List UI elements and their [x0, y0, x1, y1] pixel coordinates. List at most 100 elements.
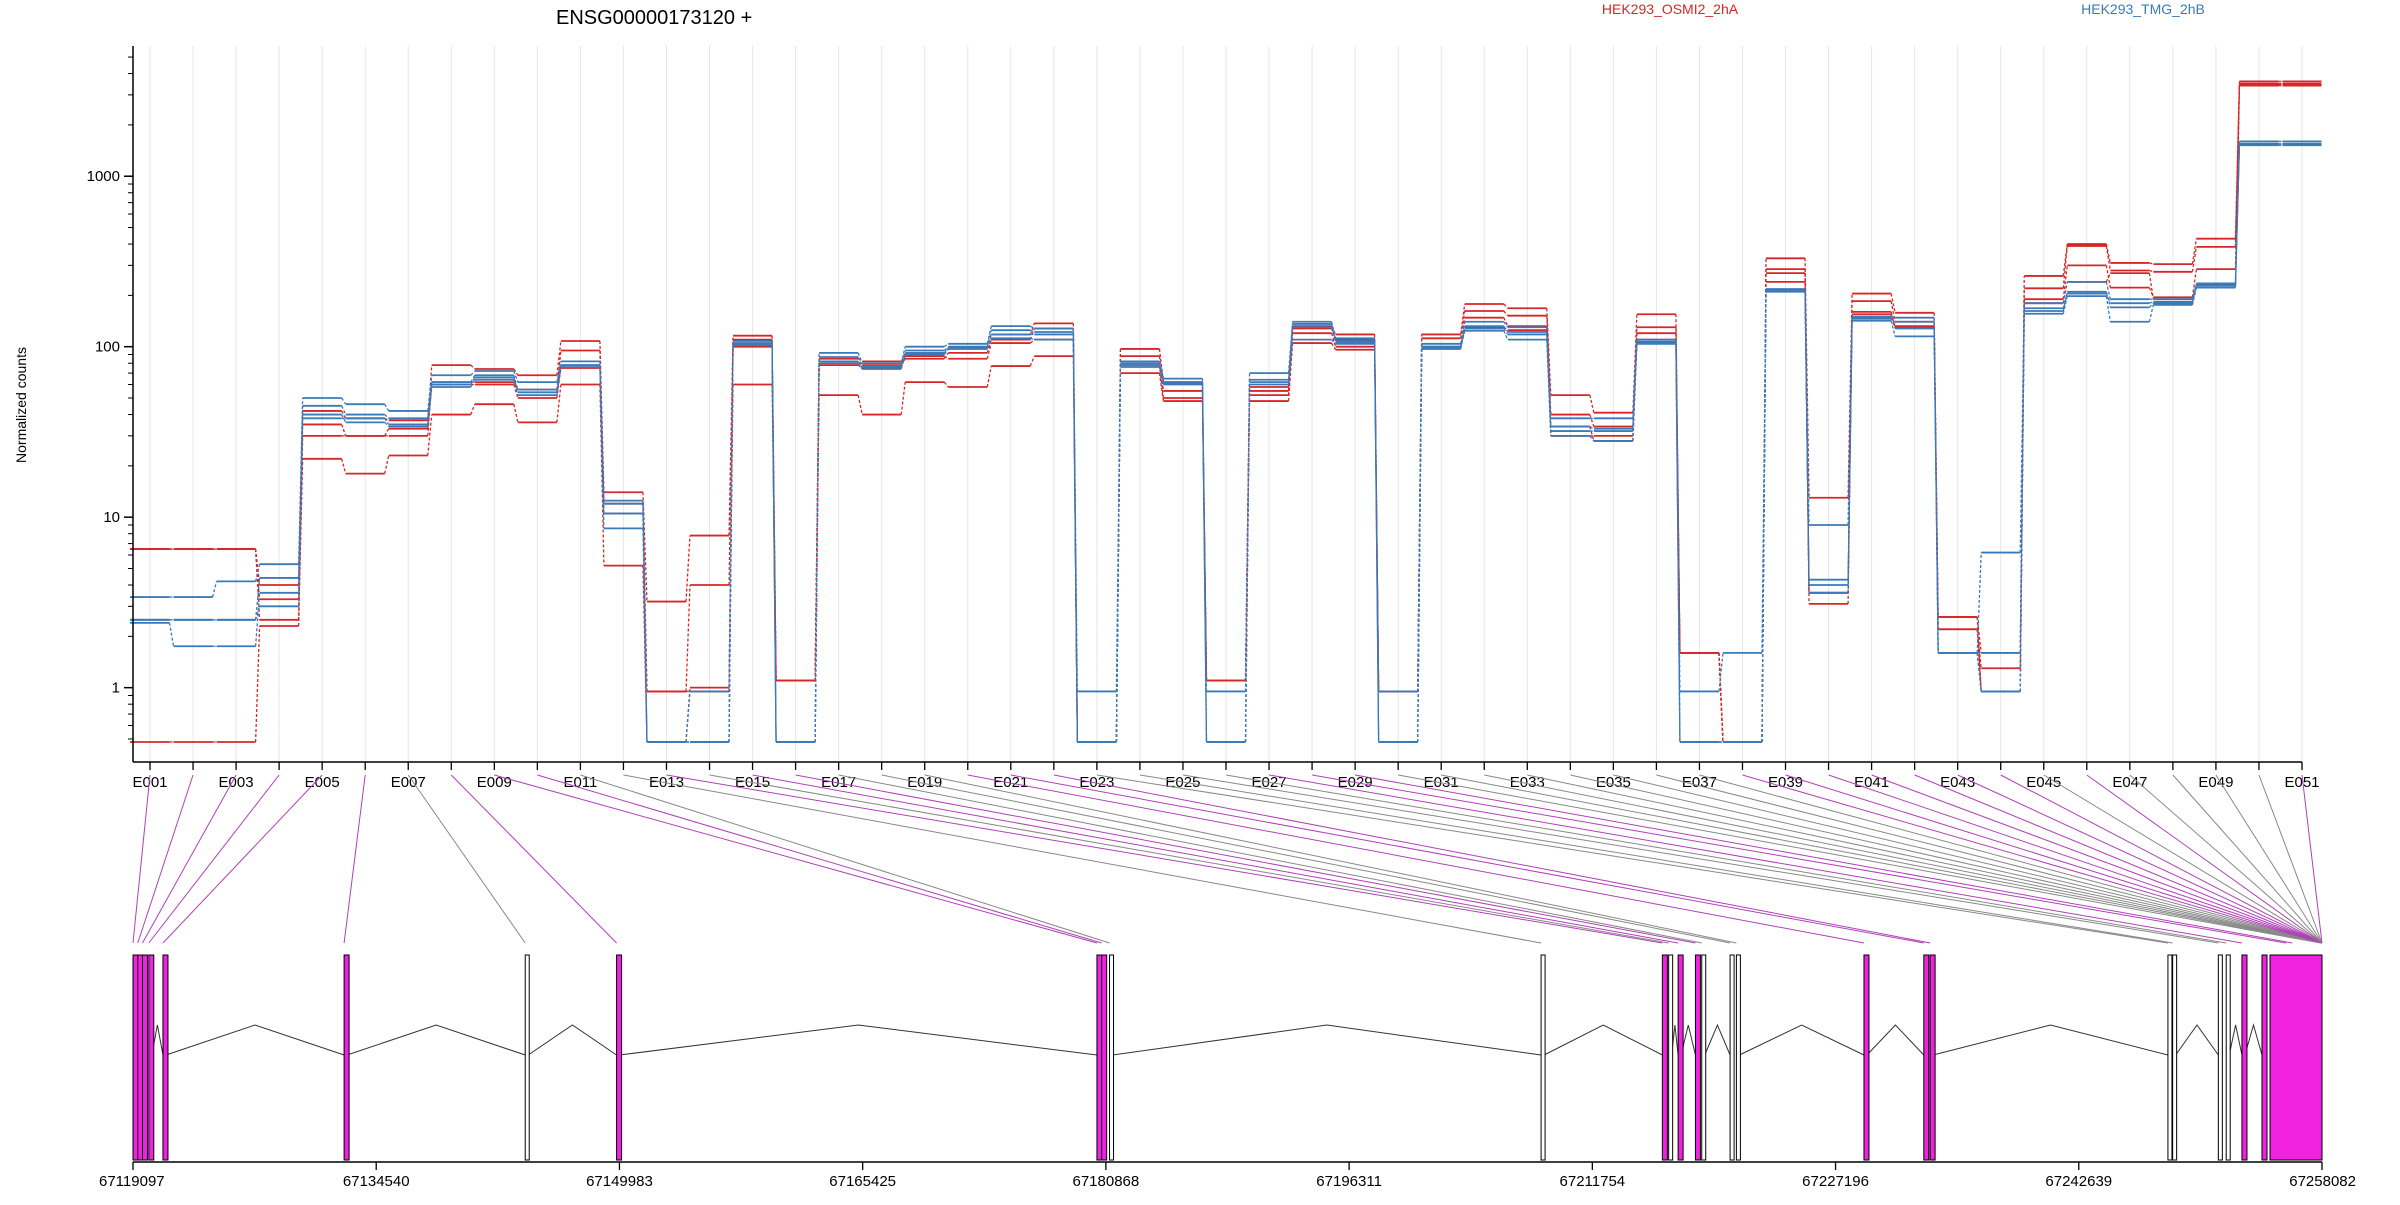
exon-link	[142, 774, 237, 944]
exon-box	[1668, 954, 1674, 1161]
exon-connector	[1030, 337, 1035, 341]
exon-connector	[168, 622, 175, 647]
exon-tick-label: E011	[563, 774, 597, 791]
exon-link	[752, 774, 1679, 944]
exon-connector	[685, 535, 691, 602]
exon-connector	[341, 410, 347, 419]
exon-connector	[986, 334, 992, 349]
intron-line	[346, 1024, 526, 1056]
exon-link	[1742, 774, 2323, 944]
exon-box	[1694, 954, 1701, 1161]
exon-connector	[728, 343, 734, 743]
intron-line	[1932, 1024, 2169, 1056]
exon-connector	[1417, 347, 1423, 743]
exon-link	[881, 774, 1731, 944]
exon-connector	[2148, 304, 2154, 322]
exon-connector	[2148, 287, 2154, 298]
exon-tick-label: E041	[1854, 774, 1889, 791]
exon-connector	[2234, 145, 2241, 288]
exon-tick-label: E023	[1079, 774, 1114, 791]
exon-link	[494, 774, 1098, 944]
exon-connector	[1589, 435, 1595, 442]
exon-connector	[384, 428, 390, 437]
exon-link	[407, 774, 526, 944]
exon-link	[1096, 774, 2169, 944]
exon-box	[1661, 954, 1668, 1161]
exon-connector	[1417, 343, 1423, 692]
exon-connector	[1330, 323, 1337, 342]
exon-connector	[642, 492, 648, 602]
exon-connector	[384, 403, 390, 412]
exon-connector	[2105, 291, 2111, 308]
genomic-tick-label: 67211754	[1560, 1173, 1626, 1190]
exon-connector	[297, 418, 304, 607]
exon-box	[148, 954, 155, 1161]
exon-link	[666, 774, 1663, 944]
exon-connector	[685, 691, 691, 743]
exon-connector	[1589, 426, 1595, 430]
exon-connector	[254, 577, 261, 620]
exon-connector	[1976, 552, 1982, 653]
exon-tick-label: E037	[1682, 774, 1717, 791]
exon-box	[1101, 954, 1108, 1161]
genomic-tick-label: 67196311	[1316, 1173, 1382, 1190]
exon-connector	[470, 377, 476, 385]
exon-genome-links	[132, 774, 2323, 944]
exon-connector	[2105, 243, 2111, 264]
exon-connector	[1718, 652, 1724, 692]
exon-connector	[986, 325, 992, 344]
exon-link	[795, 774, 1696, 944]
exon-connector	[470, 364, 476, 370]
exon-connector	[341, 458, 347, 474]
exon-link	[1355, 774, 2293, 944]
exon-link	[1656, 774, 2323, 944]
intron-line	[2175, 1024, 2219, 1056]
y-ticks: 1 10 100 1000	[87, 56, 133, 740]
exon-connector	[943, 355, 949, 360]
exon-connector	[2062, 291, 2068, 312]
exon-connector	[513, 368, 519, 376]
exon-box	[2167, 954, 2173, 1161]
exon-link	[1527, 774, 2323, 944]
exon-connector	[341, 424, 347, 437]
exon-box	[524, 954, 530, 1161]
exon-link	[838, 774, 1702, 944]
exon-tick-label: E001	[132, 774, 167, 791]
exon-link	[1139, 774, 2173, 944]
exon-connector	[1029, 355, 1035, 367]
exon-box	[132, 954, 139, 1161]
exon-connector	[384, 455, 390, 474]
exon-box	[1929, 954, 1936, 1161]
exon-tick-label: E051	[2284, 774, 2319, 791]
exon-link	[924, 774, 1737, 944]
series-b-7	[130, 143, 2322, 743]
exon-connector	[211, 581, 218, 598]
exon-connector	[427, 414, 433, 456]
exon-link	[2086, 774, 2323, 944]
exon-connector	[2148, 302, 2154, 308]
exon-box	[1540, 954, 1546, 1161]
exon-connector	[1761, 290, 1767, 743]
exon-connector	[556, 384, 562, 423]
exon-link	[1699, 774, 2323, 944]
exon-link	[580, 774, 1110, 944]
legend-entry-b: HEK293_TMG_2hB	[2081, 1, 2205, 17]
exon-connector	[1330, 333, 1337, 347]
exon-connector	[470, 374, 476, 383]
exon-connector	[1804, 288, 1810, 525]
exon-connector	[556, 364, 562, 393]
exon-link	[1570, 774, 2323, 944]
exon-link	[1613, 774, 2323, 944]
exon-connector	[2105, 245, 2111, 271]
exon-connector	[1029, 339, 1035, 344]
exon-link	[1182, 774, 2219, 944]
intron-line	[2228, 1024, 2243, 1056]
exon-box	[1729, 954, 1735, 1161]
exon-box	[2217, 954, 2223, 1161]
exon-connector	[1331, 342, 1337, 351]
exon-connector	[1589, 426, 1595, 442]
y-tick-label: 1	[112, 680, 120, 697]
exon-connector	[513, 404, 519, 423]
exon-link	[162, 774, 323, 944]
